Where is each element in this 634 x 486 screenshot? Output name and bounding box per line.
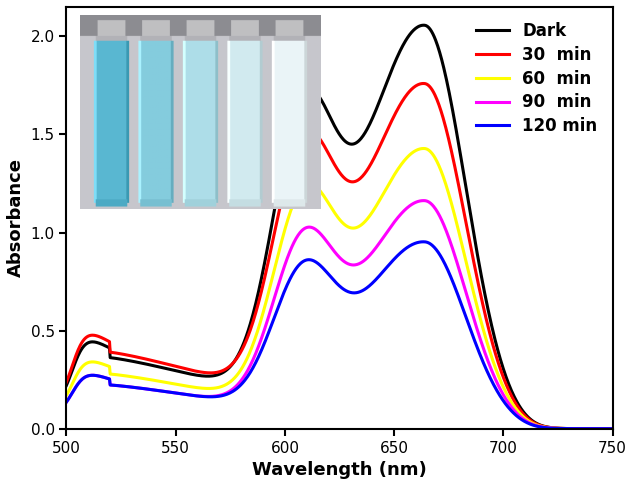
120 min [63, 399, 70, 405]
120 min [394, 252, 402, 258]
60  min [477, 320, 485, 326]
Dark [411, 27, 418, 33]
Dark [380, 87, 387, 93]
Dark [534, 421, 541, 427]
60  min [63, 392, 70, 398]
120 min [96, 373, 104, 379]
120 min [380, 268, 387, 274]
Dark [394, 52, 402, 58]
30  min [411, 84, 418, 90]
30  min [477, 295, 485, 301]
120 min [609, 426, 616, 432]
90  min [411, 200, 418, 206]
90  min [534, 423, 541, 429]
X-axis label: Wavelength (nm): Wavelength (nm) [252, 461, 427, 479]
Y-axis label: Absorbance: Absorbance [7, 158, 25, 278]
30  min [394, 105, 402, 111]
Line: 90  min: 90 min [67, 201, 612, 429]
Legend: Dark, 30  min, 60  min, 90  min, 120 min: Dark, 30 min, 60 min, 90 min, 120 min [469, 15, 604, 142]
90  min [420, 198, 427, 204]
60  min [609, 426, 616, 432]
30  min [534, 421, 541, 427]
120 min [411, 241, 418, 246]
120 min [477, 355, 485, 361]
90  min [609, 426, 616, 432]
60  min [411, 148, 418, 154]
90  min [477, 340, 485, 346]
Line: Dark: Dark [67, 25, 612, 429]
120 min [420, 239, 427, 245]
30  min [420, 81, 427, 87]
90  min [380, 234, 387, 240]
60  min [394, 166, 402, 172]
Dark [420, 22, 428, 28]
90  min [63, 399, 70, 405]
30  min [609, 426, 616, 432]
60  min [534, 422, 541, 428]
30  min [63, 379, 70, 385]
Line: 30  min: 30 min [67, 84, 612, 429]
90  min [394, 214, 402, 220]
Line: 120 min: 120 min [67, 242, 612, 429]
90  min [96, 373, 104, 379]
Dark [609, 426, 616, 432]
Line: 60  min: 60 min [67, 149, 612, 429]
60  min [96, 360, 104, 366]
Dark [96, 341, 104, 347]
120 min [534, 423, 541, 429]
60  min [420, 146, 427, 152]
30  min [96, 334, 104, 340]
Dark [63, 382, 70, 388]
Dark [477, 273, 485, 279]
60  min [380, 191, 387, 196]
30  min [380, 135, 387, 141]
